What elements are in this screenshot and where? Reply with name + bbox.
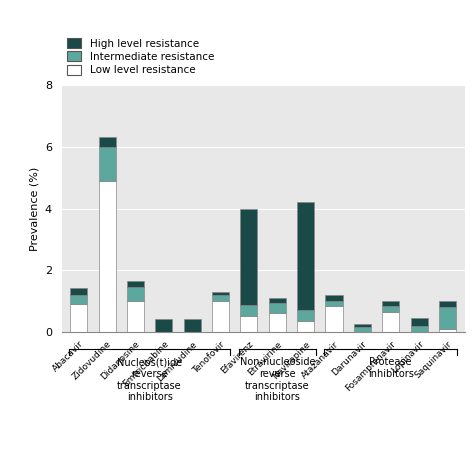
- Bar: [439, 301, 456, 307]
- Bar: [212, 295, 229, 301]
- Bar: [99, 137, 116, 147]
- Bar: [70, 288, 87, 295]
- Bar: [183, 319, 201, 332]
- Bar: [155, 319, 172, 332]
- Bar: [297, 321, 314, 332]
- Bar: [269, 313, 286, 332]
- Bar: [410, 326, 428, 332]
- Bar: [297, 310, 314, 321]
- Bar: [439, 307, 456, 329]
- Bar: [240, 317, 257, 332]
- Bar: [269, 298, 286, 302]
- Bar: [326, 306, 343, 332]
- Bar: [382, 306, 399, 312]
- Bar: [70, 304, 87, 332]
- Bar: [240, 209, 257, 305]
- Bar: [410, 318, 428, 326]
- Bar: [297, 202, 314, 310]
- Text: Nucleos(t)ide
reverse
transcriptase
inhibitors: Nucleos(t)ide reverse transcriptase inhi…: [117, 357, 182, 402]
- Bar: [354, 327, 371, 332]
- Bar: [212, 292, 229, 295]
- Bar: [127, 281, 144, 287]
- Bar: [240, 305, 257, 317]
- Text: Protease
inhibitors: Protease inhibitors: [368, 357, 414, 379]
- Y-axis label: Prevalence (%): Prevalence (%): [29, 166, 39, 251]
- Bar: [382, 312, 399, 332]
- Bar: [326, 301, 343, 306]
- Bar: [212, 301, 229, 332]
- Bar: [127, 301, 144, 332]
- Bar: [99, 147, 116, 181]
- Legend: High level resistance, Intermediate resistance, Low level resistance: High level resistance, Intermediate resi…: [67, 38, 214, 75]
- Text: Non-nucleoside
reverse
transcriptase
inhibitors: Non-nucleoside reverse transcriptase inh…: [239, 357, 315, 402]
- Bar: [439, 329, 456, 332]
- Bar: [326, 295, 343, 301]
- Bar: [127, 287, 144, 301]
- Bar: [269, 302, 286, 313]
- Bar: [382, 301, 399, 306]
- Bar: [354, 324, 371, 327]
- Bar: [70, 295, 87, 304]
- Bar: [99, 181, 116, 332]
